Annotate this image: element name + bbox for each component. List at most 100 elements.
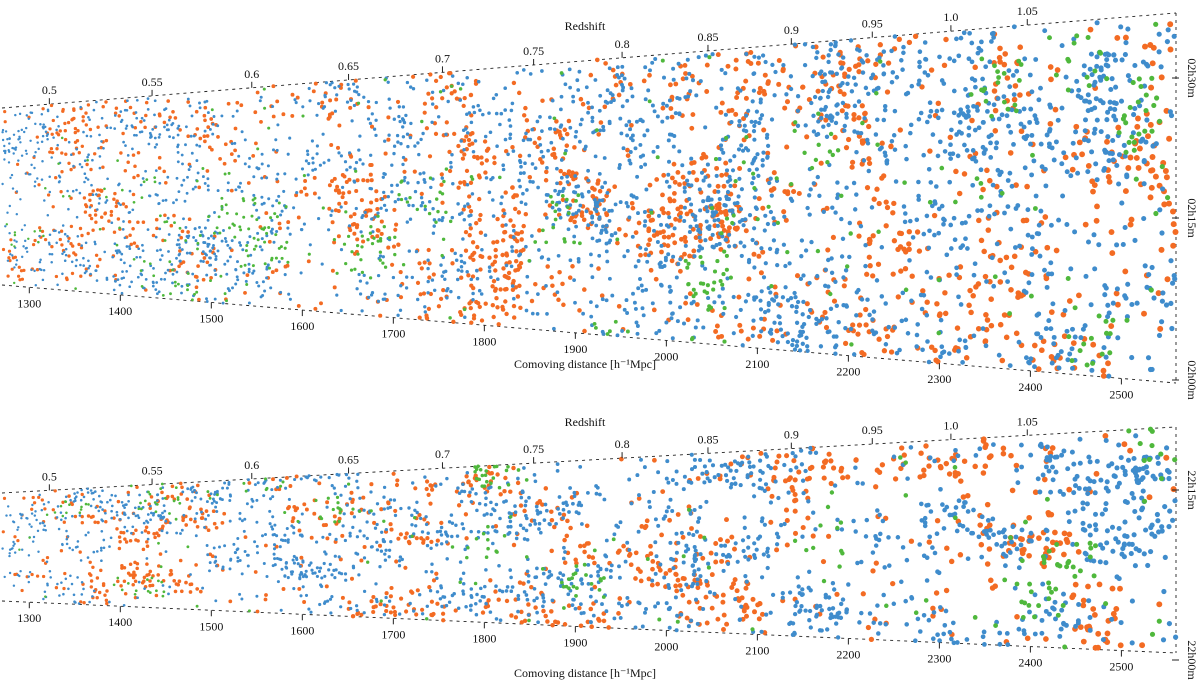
galaxy-point bbox=[597, 215, 602, 220]
galaxy-point bbox=[938, 464, 944, 471]
galaxy-point bbox=[1127, 104, 1133, 111]
galaxy-point bbox=[154, 169, 158, 172]
galaxy-point bbox=[981, 248, 987, 255]
galaxy-point bbox=[807, 465, 813, 471]
galaxy-point bbox=[596, 132, 602, 137]
galaxy-point bbox=[754, 206, 759, 211]
galaxy-point bbox=[30, 111, 34, 115]
galaxy-point bbox=[1125, 73, 1131, 79]
galaxy-point bbox=[873, 560, 879, 566]
galaxy-point bbox=[689, 183, 694, 188]
galaxy-point bbox=[85, 134, 89, 138]
galaxy-point bbox=[833, 279, 838, 284]
galaxy-point bbox=[801, 299, 806, 305]
galaxy-point bbox=[103, 509, 107, 513]
galaxy-point bbox=[960, 494, 967, 500]
galaxy-point bbox=[308, 243, 312, 247]
galaxy-point bbox=[86, 158, 89, 162]
galaxy-point bbox=[169, 572, 174, 576]
galaxy-point bbox=[700, 263, 705, 268]
galaxy-point bbox=[774, 547, 780, 553]
galaxy-point bbox=[177, 124, 181, 128]
galaxy-point bbox=[620, 104, 625, 109]
galaxy-point bbox=[447, 149, 452, 155]
galaxy-point bbox=[647, 237, 653, 243]
galaxy-point bbox=[404, 286, 409, 290]
galaxy-point bbox=[891, 200, 897, 207]
galaxy-point bbox=[926, 245, 932, 251]
galaxy-point bbox=[13, 231, 17, 234]
redshift-tick-label: 1.05 bbox=[1017, 4, 1038, 18]
galaxy-point bbox=[124, 127, 128, 130]
galaxy-point bbox=[746, 276, 752, 282]
galaxy-point bbox=[836, 52, 841, 57]
galaxy-point bbox=[492, 259, 498, 264]
galaxy-point bbox=[429, 487, 435, 492]
galaxy-point bbox=[650, 217, 655, 223]
galaxy-point bbox=[615, 240, 620, 246]
galaxy-point bbox=[393, 227, 398, 232]
galaxy-point bbox=[315, 144, 319, 148]
galaxy-point bbox=[263, 240, 267, 244]
galaxy-point bbox=[804, 301, 810, 307]
galaxy-point bbox=[545, 264, 550, 269]
galaxy-point bbox=[135, 566, 139, 571]
galaxy-point bbox=[763, 261, 768, 266]
galaxy-point bbox=[1106, 373, 1112, 379]
galaxy-point bbox=[440, 253, 444, 258]
galaxy-point bbox=[833, 120, 839, 126]
galaxy-point bbox=[440, 218, 444, 223]
galaxy-point bbox=[449, 248, 455, 253]
galaxy-point bbox=[1065, 87, 1071, 93]
galaxy-point bbox=[444, 167, 449, 171]
galaxy-point bbox=[543, 613, 548, 619]
galaxy-point bbox=[997, 45, 1003, 52]
galaxy-point bbox=[746, 292, 751, 297]
galaxy-point bbox=[15, 240, 18, 243]
galaxy-point bbox=[682, 234, 688, 240]
galaxy-point bbox=[737, 176, 742, 181]
galaxy-point bbox=[559, 158, 564, 162]
galaxy-point bbox=[605, 332, 610, 336]
galaxy-point bbox=[413, 189, 418, 194]
galaxy-point bbox=[405, 80, 410, 85]
galaxy-point bbox=[1107, 331, 1113, 337]
galaxy-point bbox=[491, 279, 497, 284]
galaxy-point bbox=[131, 227, 135, 231]
galaxy-point bbox=[1116, 130, 1122, 136]
galaxy-point bbox=[249, 253, 253, 257]
galaxy-point bbox=[896, 36, 902, 42]
galaxy-point bbox=[992, 211, 997, 217]
galaxy-point bbox=[1033, 57, 1039, 62]
galaxy-point bbox=[1030, 152, 1035, 158]
galaxy-point bbox=[734, 225, 740, 231]
galaxy-point bbox=[354, 206, 358, 211]
galaxy-point bbox=[15, 212, 19, 216]
galaxy-point bbox=[471, 149, 476, 154]
galaxy-point bbox=[131, 582, 135, 587]
galaxy-point bbox=[907, 258, 912, 263]
galaxy-point bbox=[1076, 139, 1083, 146]
galaxy-point bbox=[928, 180, 934, 185]
galaxy-point bbox=[997, 257, 1003, 264]
galaxy-point bbox=[223, 237, 227, 240]
galaxy-point bbox=[1123, 120, 1129, 126]
galaxy-point bbox=[659, 249, 664, 255]
galaxy-point bbox=[523, 161, 527, 166]
galaxy-point bbox=[427, 211, 432, 216]
galaxy-point bbox=[67, 207, 70, 211]
galaxy-point bbox=[617, 596, 623, 601]
galaxy-point bbox=[243, 291, 247, 295]
galaxy-point bbox=[839, 108, 845, 114]
galaxy-point bbox=[67, 254, 71, 258]
galaxy-point bbox=[643, 97, 648, 102]
galaxy-point bbox=[399, 142, 403, 146]
galaxy-point bbox=[195, 179, 199, 183]
galaxy-point bbox=[156, 292, 159, 296]
galaxy-point bbox=[899, 318, 905, 324]
galaxy-point bbox=[866, 123, 872, 130]
galaxy-point bbox=[1007, 84, 1013, 90]
galaxy-point bbox=[1068, 266, 1074, 272]
galaxy-point bbox=[369, 162, 374, 168]
galaxy-point bbox=[1049, 539, 1056, 546]
